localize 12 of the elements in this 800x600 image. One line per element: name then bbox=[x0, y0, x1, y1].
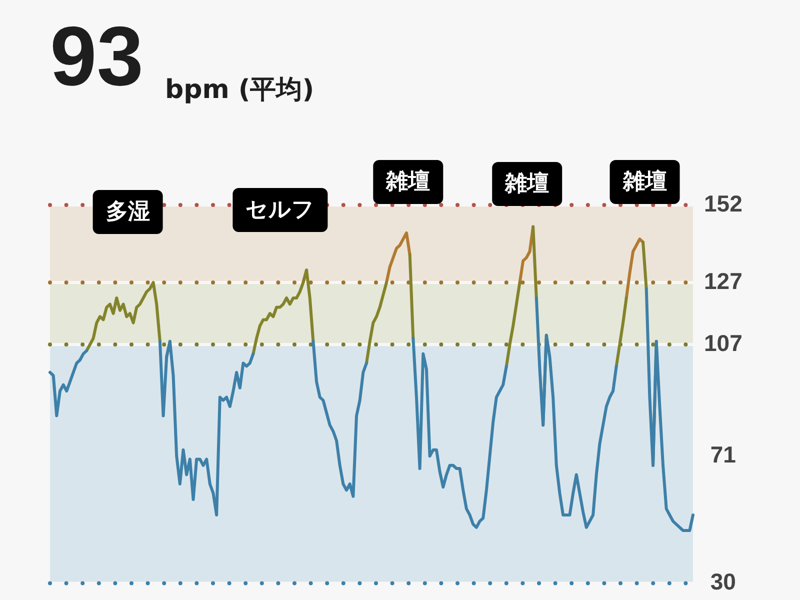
text: 雑壇 bbox=[622, 168, 667, 195]
y-tick-label: 71 bbox=[710, 441, 736, 468]
annotation: 多湿 bbox=[106, 200, 150, 225]
text: 雑壇 bbox=[504, 170, 550, 197]
text: 雑壇 bbox=[385, 168, 430, 195]
annotation: セルフ bbox=[246, 198, 315, 223]
y-tick-label: 152 bbox=[704, 190, 742, 216]
y-tick-label: 107 bbox=[704, 330, 742, 356]
chart-subtitle: bpm (平均) bbox=[165, 74, 314, 107]
chart-title: 93 bbox=[50, 9, 144, 103]
y-tick-label: 127 bbox=[704, 268, 742, 294]
y-tick-label: 30 bbox=[710, 568, 736, 595]
